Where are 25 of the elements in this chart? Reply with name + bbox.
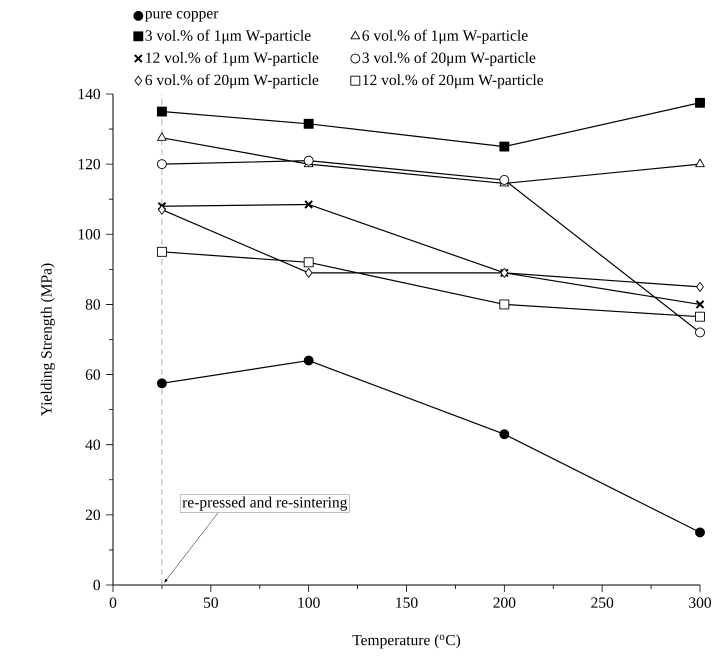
legend-label: 3 vol.% of 1μm W-particle	[146, 30, 311, 44]
y-tick-label: 140	[78, 88, 100, 100]
x-tick-label: 50	[204, 597, 218, 608]
y-tick-label: 60	[86, 369, 100, 380]
y-tick-label: 20	[86, 510, 100, 520]
legend-label: 6 vol.% of 20μm W-particle	[145, 74, 318, 88]
legend-label: 12 vol.% of 1μm W-particle	[146, 52, 318, 66]
y-tick-label: 100	[78, 229, 100, 240]
annotation: re-pressed and re-sintering	[182, 496, 348, 511]
y-tick-label: 40	[85, 439, 100, 450]
legend-label: 3 vol.% of 20μm W-particle	[362, 52, 536, 66]
y-axis-title: Yielding Strength (MPa)	[40, 264, 55, 416]
y-tick-label: 80	[86, 299, 100, 310]
x-tick-label: 200	[493, 597, 516, 608]
x-axis-title: Temperature ($^{o}$C)	[352, 634, 460, 648]
x-tick-label: 300	[689, 597, 712, 608]
legend-label: pure copper	[145, 11, 218, 22]
x-tick-label: 0	[110, 597, 116, 608]
y-tick-label: 0	[93, 580, 100, 590]
legend-label: 6 vol.% of 1μm W-particle	[362, 30, 528, 44]
legend-label: 12 vol.% of 20μm W-particle	[363, 74, 544, 88]
x-tick-label: 100	[298, 597, 320, 608]
y-tick-label: 120	[78, 158, 100, 170]
x-tick-label: 250	[591, 597, 614, 608]
x-tick-label: 150	[396, 597, 418, 608]
